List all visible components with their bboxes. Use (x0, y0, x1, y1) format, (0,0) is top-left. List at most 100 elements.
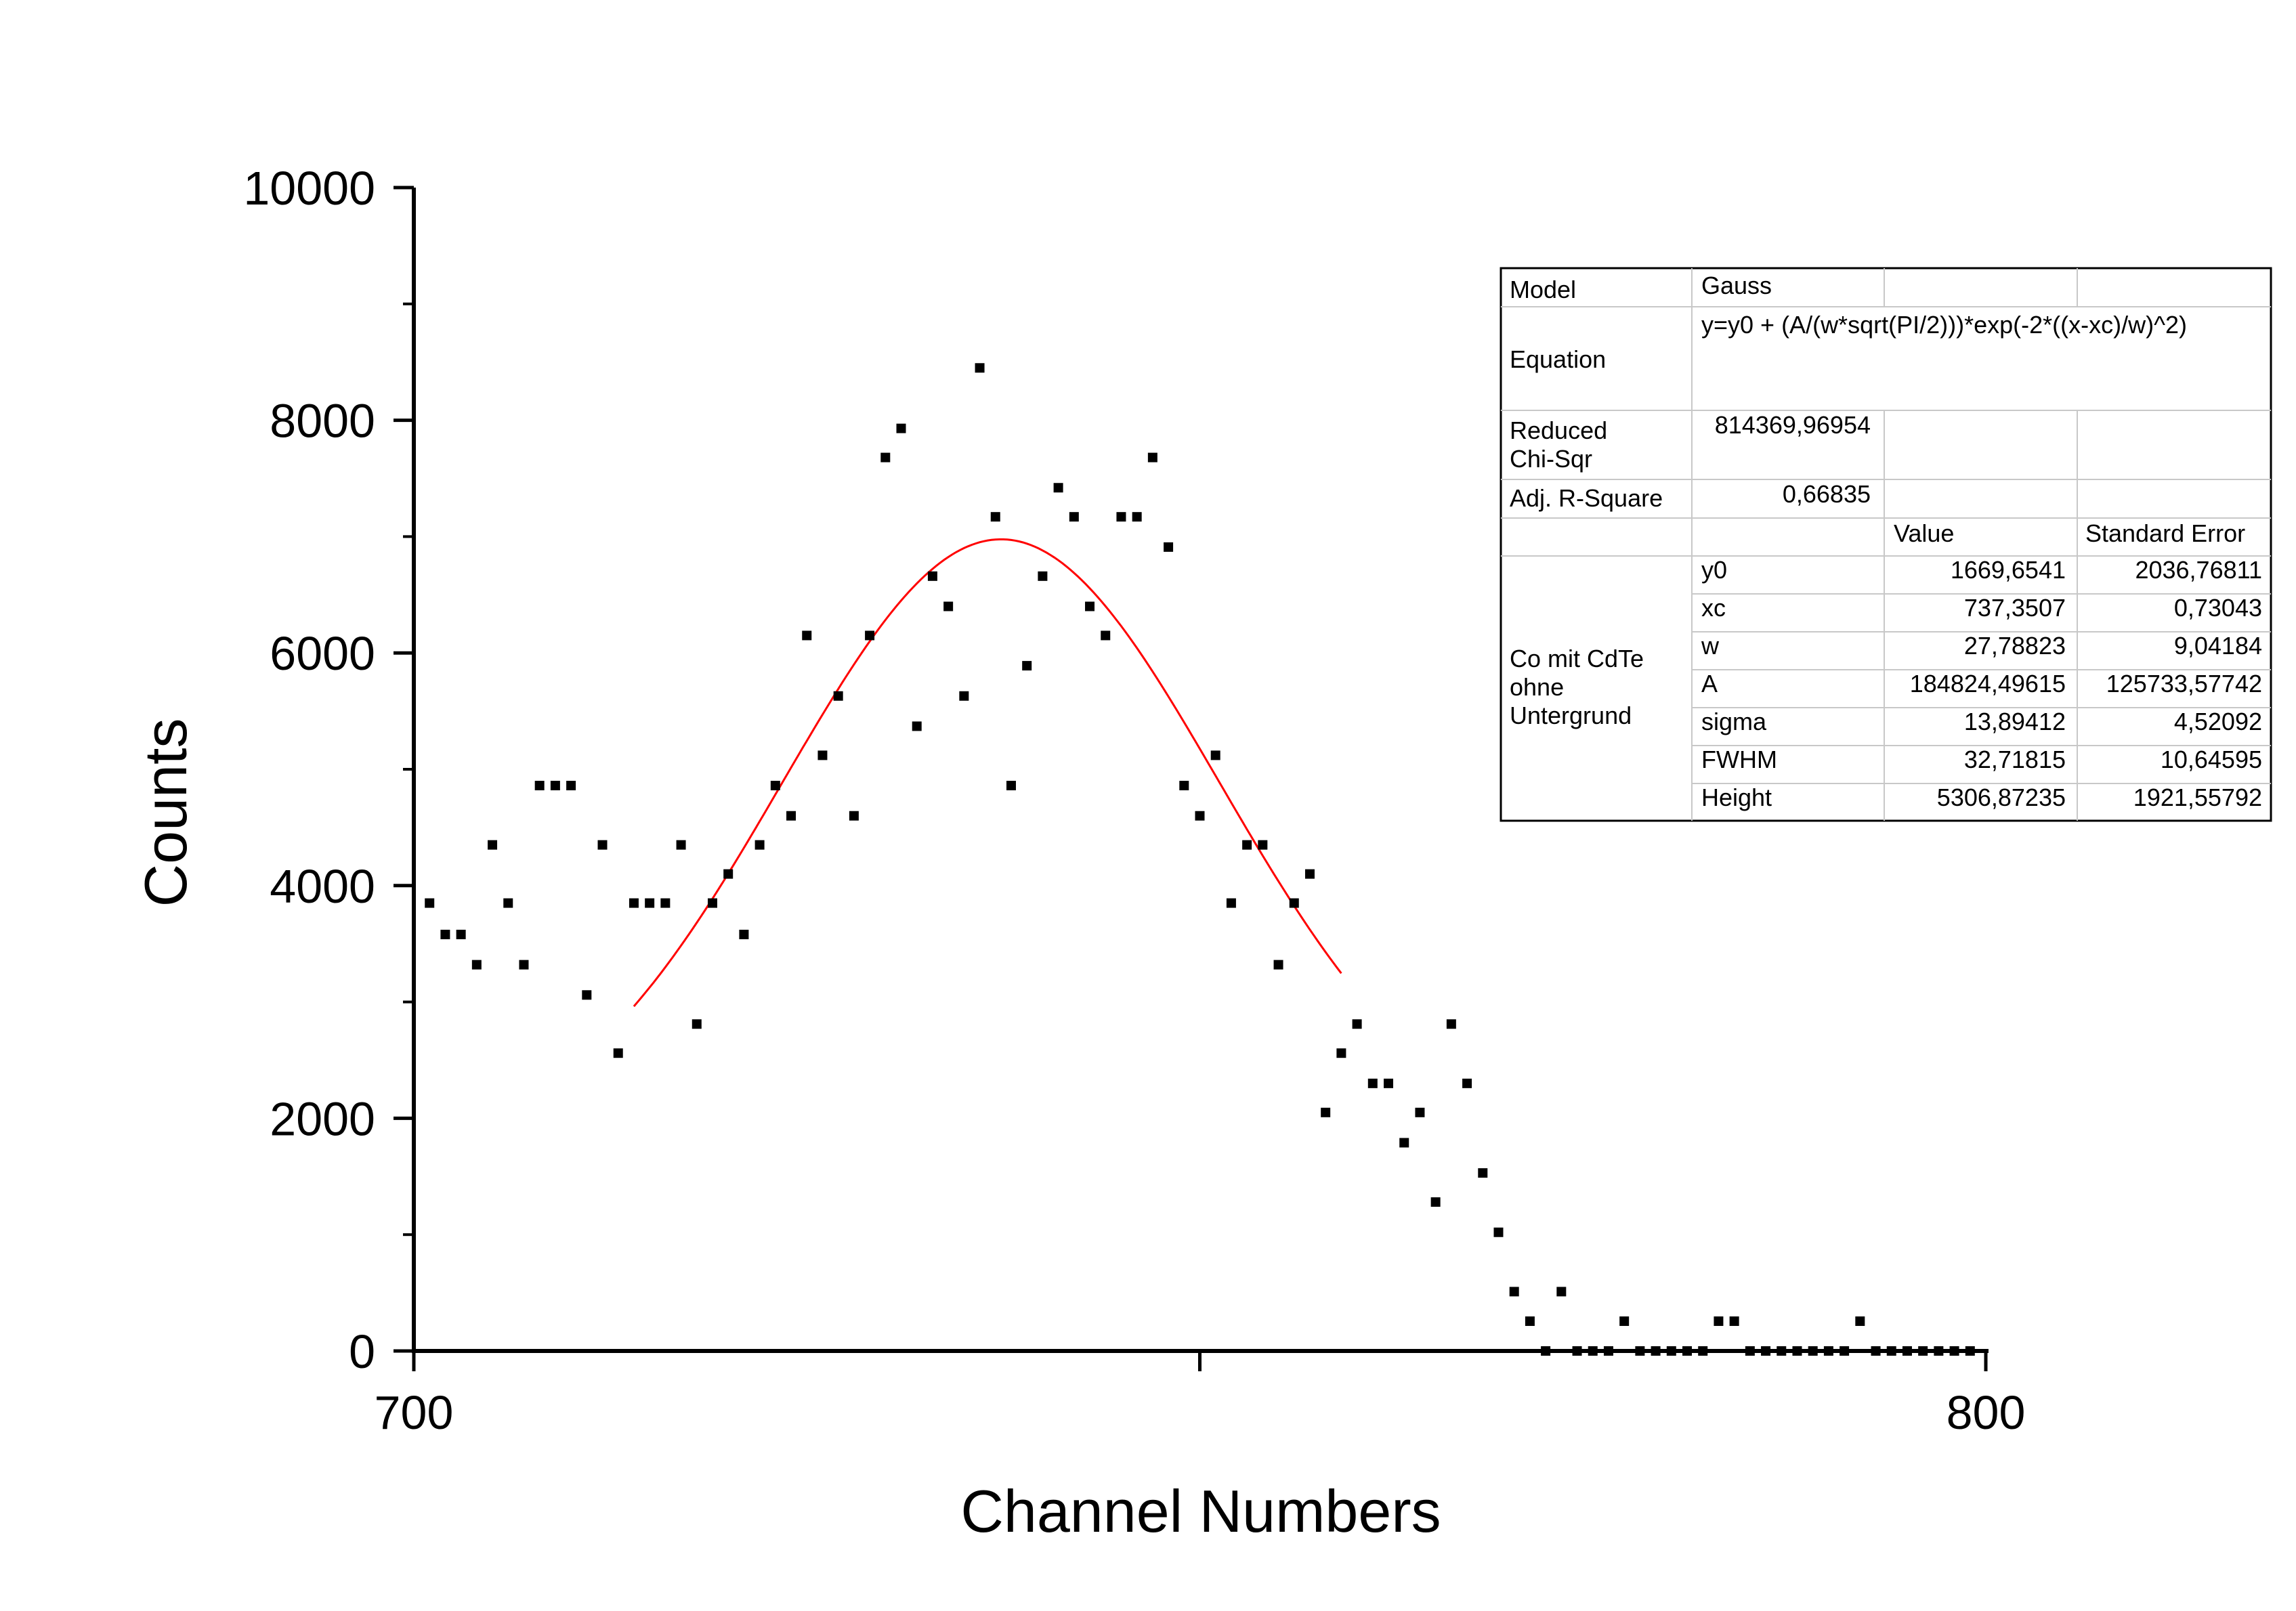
fit-parameter-rows: y0 1669,6541 2036,76811 xc 737,3507 0,73043 w 2… (1701, 556, 2262, 811)
param-error: 10,64595 (2161, 746, 2262, 773)
data-point (613, 1048, 623, 1058)
data-point (1871, 1346, 1881, 1356)
data-point (1321, 1107, 1331, 1117)
x-tick-label-800: 800 (1947, 1386, 2026, 1439)
param-value: 27,78823 (1964, 632, 2066, 660)
data-point (1682, 1346, 1693, 1356)
data-point (1729, 1316, 1739, 1327)
data-point (1101, 630, 1111, 641)
data-point (566, 781, 576, 791)
data-point (912, 721, 922, 731)
data-point (1855, 1316, 1865, 1327)
data-point (1934, 1346, 1944, 1356)
data-point (1304, 869, 1315, 879)
data-point (1038, 571, 1048, 581)
data-point (1415, 1107, 1425, 1117)
data-point (1840, 1346, 1850, 1356)
dataset-label-line3: Untergrund (1510, 702, 1632, 729)
data-point (1965, 1346, 1975, 1356)
data-point (692, 1019, 702, 1029)
data-point (1258, 840, 1268, 850)
param-value: 13,89412 (1964, 708, 2066, 735)
data-point (488, 840, 498, 850)
data-point (1808, 1346, 1818, 1356)
data-point (723, 869, 734, 879)
data-point (519, 960, 529, 970)
data-point (1556, 1287, 1567, 1297)
data-point (1635, 1346, 1645, 1356)
x-axis-title: Channel Numbers (960, 1478, 1441, 1545)
param-error: 2036,76811 (2135, 556, 2262, 584)
r2-value: 0,66835 (1783, 480, 1871, 508)
param-value: 32,71815 (1964, 746, 2066, 773)
data-point (1666, 1346, 1676, 1356)
error-column-header: Standard Error (2085, 519, 2245, 547)
data-point (1509, 1287, 1519, 1297)
equation-value: y=y0 + (A/(w*sqrt(PI/2)))*exp(-2*((x-xc)… (1701, 311, 2187, 339)
data-point (880, 452, 891, 463)
param-value: 1669,6541 (1951, 556, 2066, 584)
data-point (1384, 1078, 1394, 1088)
data-point (865, 630, 875, 641)
data-point (1541, 1346, 1551, 1356)
data-point (754, 840, 765, 850)
param-error: 125733,57742 (2106, 670, 2262, 697)
data-point (1823, 1346, 1833, 1356)
y-tick-label-10000: 10000 (243, 162, 375, 215)
data-point (1714, 1316, 1724, 1327)
data-point (1777, 1346, 1787, 1356)
data-point (1430, 1197, 1441, 1207)
data-point (1006, 781, 1016, 791)
data-point (1226, 898, 1236, 908)
param-error: 1921,55792 (2133, 783, 2262, 811)
data-point (802, 630, 812, 641)
data-point (440, 929, 450, 939)
data-point (1603, 1346, 1613, 1356)
fit-results-table: Model Gauss Equation y=y0 + (A/(w*sqrt(P… (1500, 267, 2272, 822)
data-point (1745, 1346, 1755, 1356)
x-axis-ticks: 700 800 (375, 1351, 2026, 1439)
chisq-label-line2: Chi-Sqr (1510, 445, 1592, 473)
x-tick-label-700: 700 (375, 1386, 454, 1439)
data-point (1069, 512, 1079, 522)
data-point (990, 512, 1000, 522)
gauss-fit-curve (633, 538, 1342, 1008)
data-point (1902, 1346, 1912, 1356)
data-point (1619, 1316, 1630, 1327)
data-point (1918, 1346, 1928, 1356)
param-value: 184824,49615 (1910, 670, 2066, 697)
data-point (503, 898, 513, 908)
param-name: FWHM (1701, 746, 1777, 773)
data-point (1053, 483, 1063, 493)
data-point (1147, 452, 1157, 463)
data-point (597, 840, 608, 850)
y-tick-label-2000: 2000 (270, 1092, 375, 1145)
fit-table-border (1500, 267, 2272, 822)
param-name: y0 (1701, 556, 1727, 584)
data-point (1478, 1168, 1488, 1178)
param-value: 737,3507 (1964, 594, 2066, 622)
param-value: 5306,87235 (1937, 783, 2066, 811)
data-point (1195, 811, 1205, 821)
data-point (739, 929, 749, 939)
data-point (1399, 1138, 1409, 1148)
param-error: 0,73043 (2174, 594, 2262, 622)
param-name: xc (1701, 594, 1726, 622)
data-point (534, 781, 545, 791)
data-point (1242, 840, 1252, 850)
data-point (1886, 1346, 1896, 1356)
data-point (1210, 750, 1220, 760)
equation-label: Equation (1510, 345, 1606, 373)
y-axis-title: Counts (132, 718, 199, 907)
data-point (1022, 661, 1032, 671)
data-point (1132, 512, 1142, 522)
data-point (1085, 601, 1095, 611)
data-point (550, 781, 560, 791)
data-point (582, 990, 592, 1000)
data-point (1446, 1019, 1456, 1029)
data-point (1949, 1346, 1959, 1356)
data-point (849, 811, 859, 821)
data-point (1698, 1346, 1708, 1356)
param-error: 9,04184 (2174, 632, 2262, 660)
